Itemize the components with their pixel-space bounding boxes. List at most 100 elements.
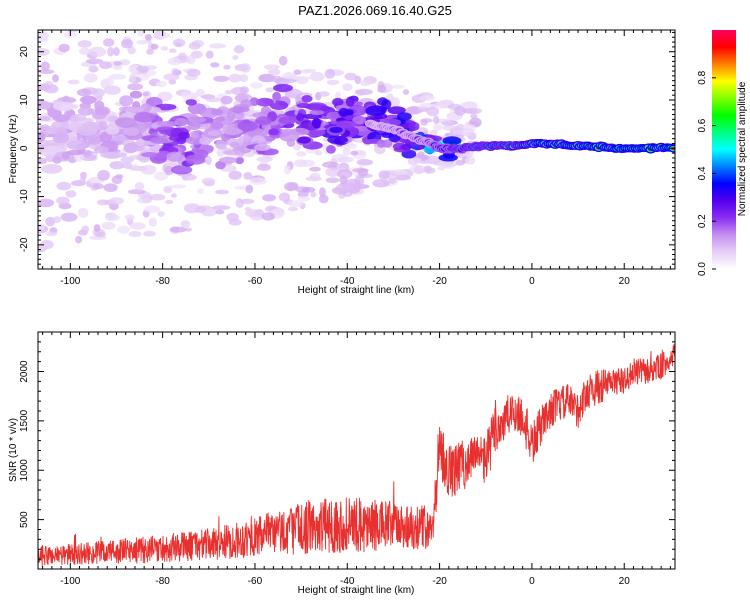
heatmap-cell [217, 143, 228, 150]
heatmap-cell [52, 114, 70, 122]
heatmap-cell [148, 217, 157, 227]
heatmap-cell [279, 131, 300, 142]
heatmap-cell [299, 159, 315, 167]
heatmap-cell [228, 73, 242, 83]
heatmap-cell [129, 90, 143, 99]
heatmap-cell [157, 91, 173, 102]
heatmap-cell [220, 95, 233, 105]
heatmap-cell [342, 147, 351, 156]
heatmap-cell [92, 183, 104, 190]
heatmap-cell [88, 139, 101, 145]
heatmap-cell [184, 227, 192, 232]
heatmap-cell [260, 106, 272, 115]
heatmap-cell [433, 115, 440, 125]
heatmap-cell [105, 126, 120, 135]
heatmap-cell [327, 135, 348, 144]
heatmap-cell [127, 83, 143, 91]
heatmap-cell [104, 85, 121, 95]
heatmap-cell [318, 194, 329, 204]
heatmap-cell [77, 106, 94, 116]
heatmap-cell [262, 194, 276, 202]
heatmap-cell [350, 150, 359, 156]
heatmap-cell [297, 136, 311, 144]
x-tick-label: -100 [60, 576, 80, 587]
heatmap-cell [209, 43, 227, 49]
heatmap-cell [232, 55, 239, 61]
heatmap-cell [354, 75, 362, 85]
heatmap-cell [268, 128, 279, 136]
heatmap-cell [207, 130, 221, 136]
heatmap-cell [56, 181, 72, 191]
heatmap-cell [408, 121, 420, 131]
figure-title: PAZ1.2026.069.16.40.G25 [298, 3, 452, 18]
heatmap-cell [390, 97, 400, 108]
heatmap-cell [100, 151, 119, 159]
snr-ticks: -100 -80 -60 -40 -20 0 20 500 1000 1500 2000 [19, 331, 675, 587]
heatmap-cell [212, 205, 231, 210]
heatmap-cell [52, 132, 70, 144]
heatmap-cell [141, 152, 161, 158]
heatmap-cell [56, 196, 70, 205]
heatmap-cell [378, 170, 390, 180]
spectrogram-ylabel: Frequency (Hz) [8, 115, 19, 184]
heatmap-cell [186, 68, 201, 77]
heatmap-cell [169, 226, 187, 233]
heatmap-cell [137, 122, 146, 133]
heatmap-cell [163, 186, 173, 194]
heatmap-cell [273, 84, 293, 92]
heatmap-cell [243, 172, 253, 180]
heatmap-cell [94, 231, 107, 238]
heatmap-cell [245, 209, 262, 218]
heatmap-cell [197, 188, 205, 195]
heatmap-cell [205, 155, 212, 166]
heatmap-cell [104, 77, 114, 87]
heatmap-cell [228, 106, 250, 113]
heatmap-cell [409, 157, 422, 163]
heatmap-cell [61, 151, 70, 160]
heatmap-cell [97, 169, 110, 181]
heatmap-cell [169, 184, 187, 189]
heatmap-cell [215, 189, 229, 195]
heatmap-cell [294, 76, 311, 81]
heatmap-cell [164, 165, 174, 176]
heatmap-cell [417, 108, 430, 113]
heatmap-cell [182, 173, 189, 181]
snr-panel: -100 -80 -60 -40 -20 0 20 500 1000 1500 2000 Heigh… [8, 331, 676, 596]
heatmap-cell [88, 46, 107, 57]
heatmap-cell [81, 225, 90, 234]
colorbar: 0.0 0.2 0.4 0.6 0.8 Normalized spectral ampl… [697, 30, 748, 276]
heatmap-cell [230, 87, 247, 96]
heatmap-cell [264, 64, 277, 71]
colorbar-ticks: 0.0 0.2 0.4 0.6 0.8 [697, 70, 716, 276]
heatmap-cell [45, 231, 58, 237]
heatmap-cell [301, 95, 313, 103]
heatmap-cell [429, 129, 438, 135]
heatmap-cell [470, 114, 478, 119]
heatmap-cell [326, 145, 336, 154]
heatmap-cell [343, 182, 360, 191]
heatmap-cell [423, 165, 432, 173]
heatmap-cell [199, 136, 212, 145]
heatmap-cell [245, 184, 254, 194]
heatmap-cell [396, 112, 412, 121]
heatmap-cell [80, 171, 87, 180]
heatmap-cell [219, 156, 237, 164]
heatmap-cell [387, 106, 406, 115]
x-tick-label: -100 [60, 276, 80, 287]
heatmap-cell [377, 139, 386, 148]
heatmap-cell [80, 95, 97, 105]
y-tick-label: -10 [19, 189, 30, 204]
heatmap-cell [357, 168, 369, 177]
heatmap-cell [338, 107, 349, 117]
heatmap-cell [128, 165, 148, 171]
heatmap-cell [119, 95, 134, 107]
heatmap-cell [128, 230, 142, 238]
heatmap-cell [310, 191, 317, 198]
x-tick-label: -80 [155, 576, 170, 587]
y-tick-label: 10 [19, 94, 30, 106]
heatmap-cell [190, 132, 200, 139]
heatmap-cell [41, 163, 63, 174]
heatmap-cell [309, 109, 325, 116]
